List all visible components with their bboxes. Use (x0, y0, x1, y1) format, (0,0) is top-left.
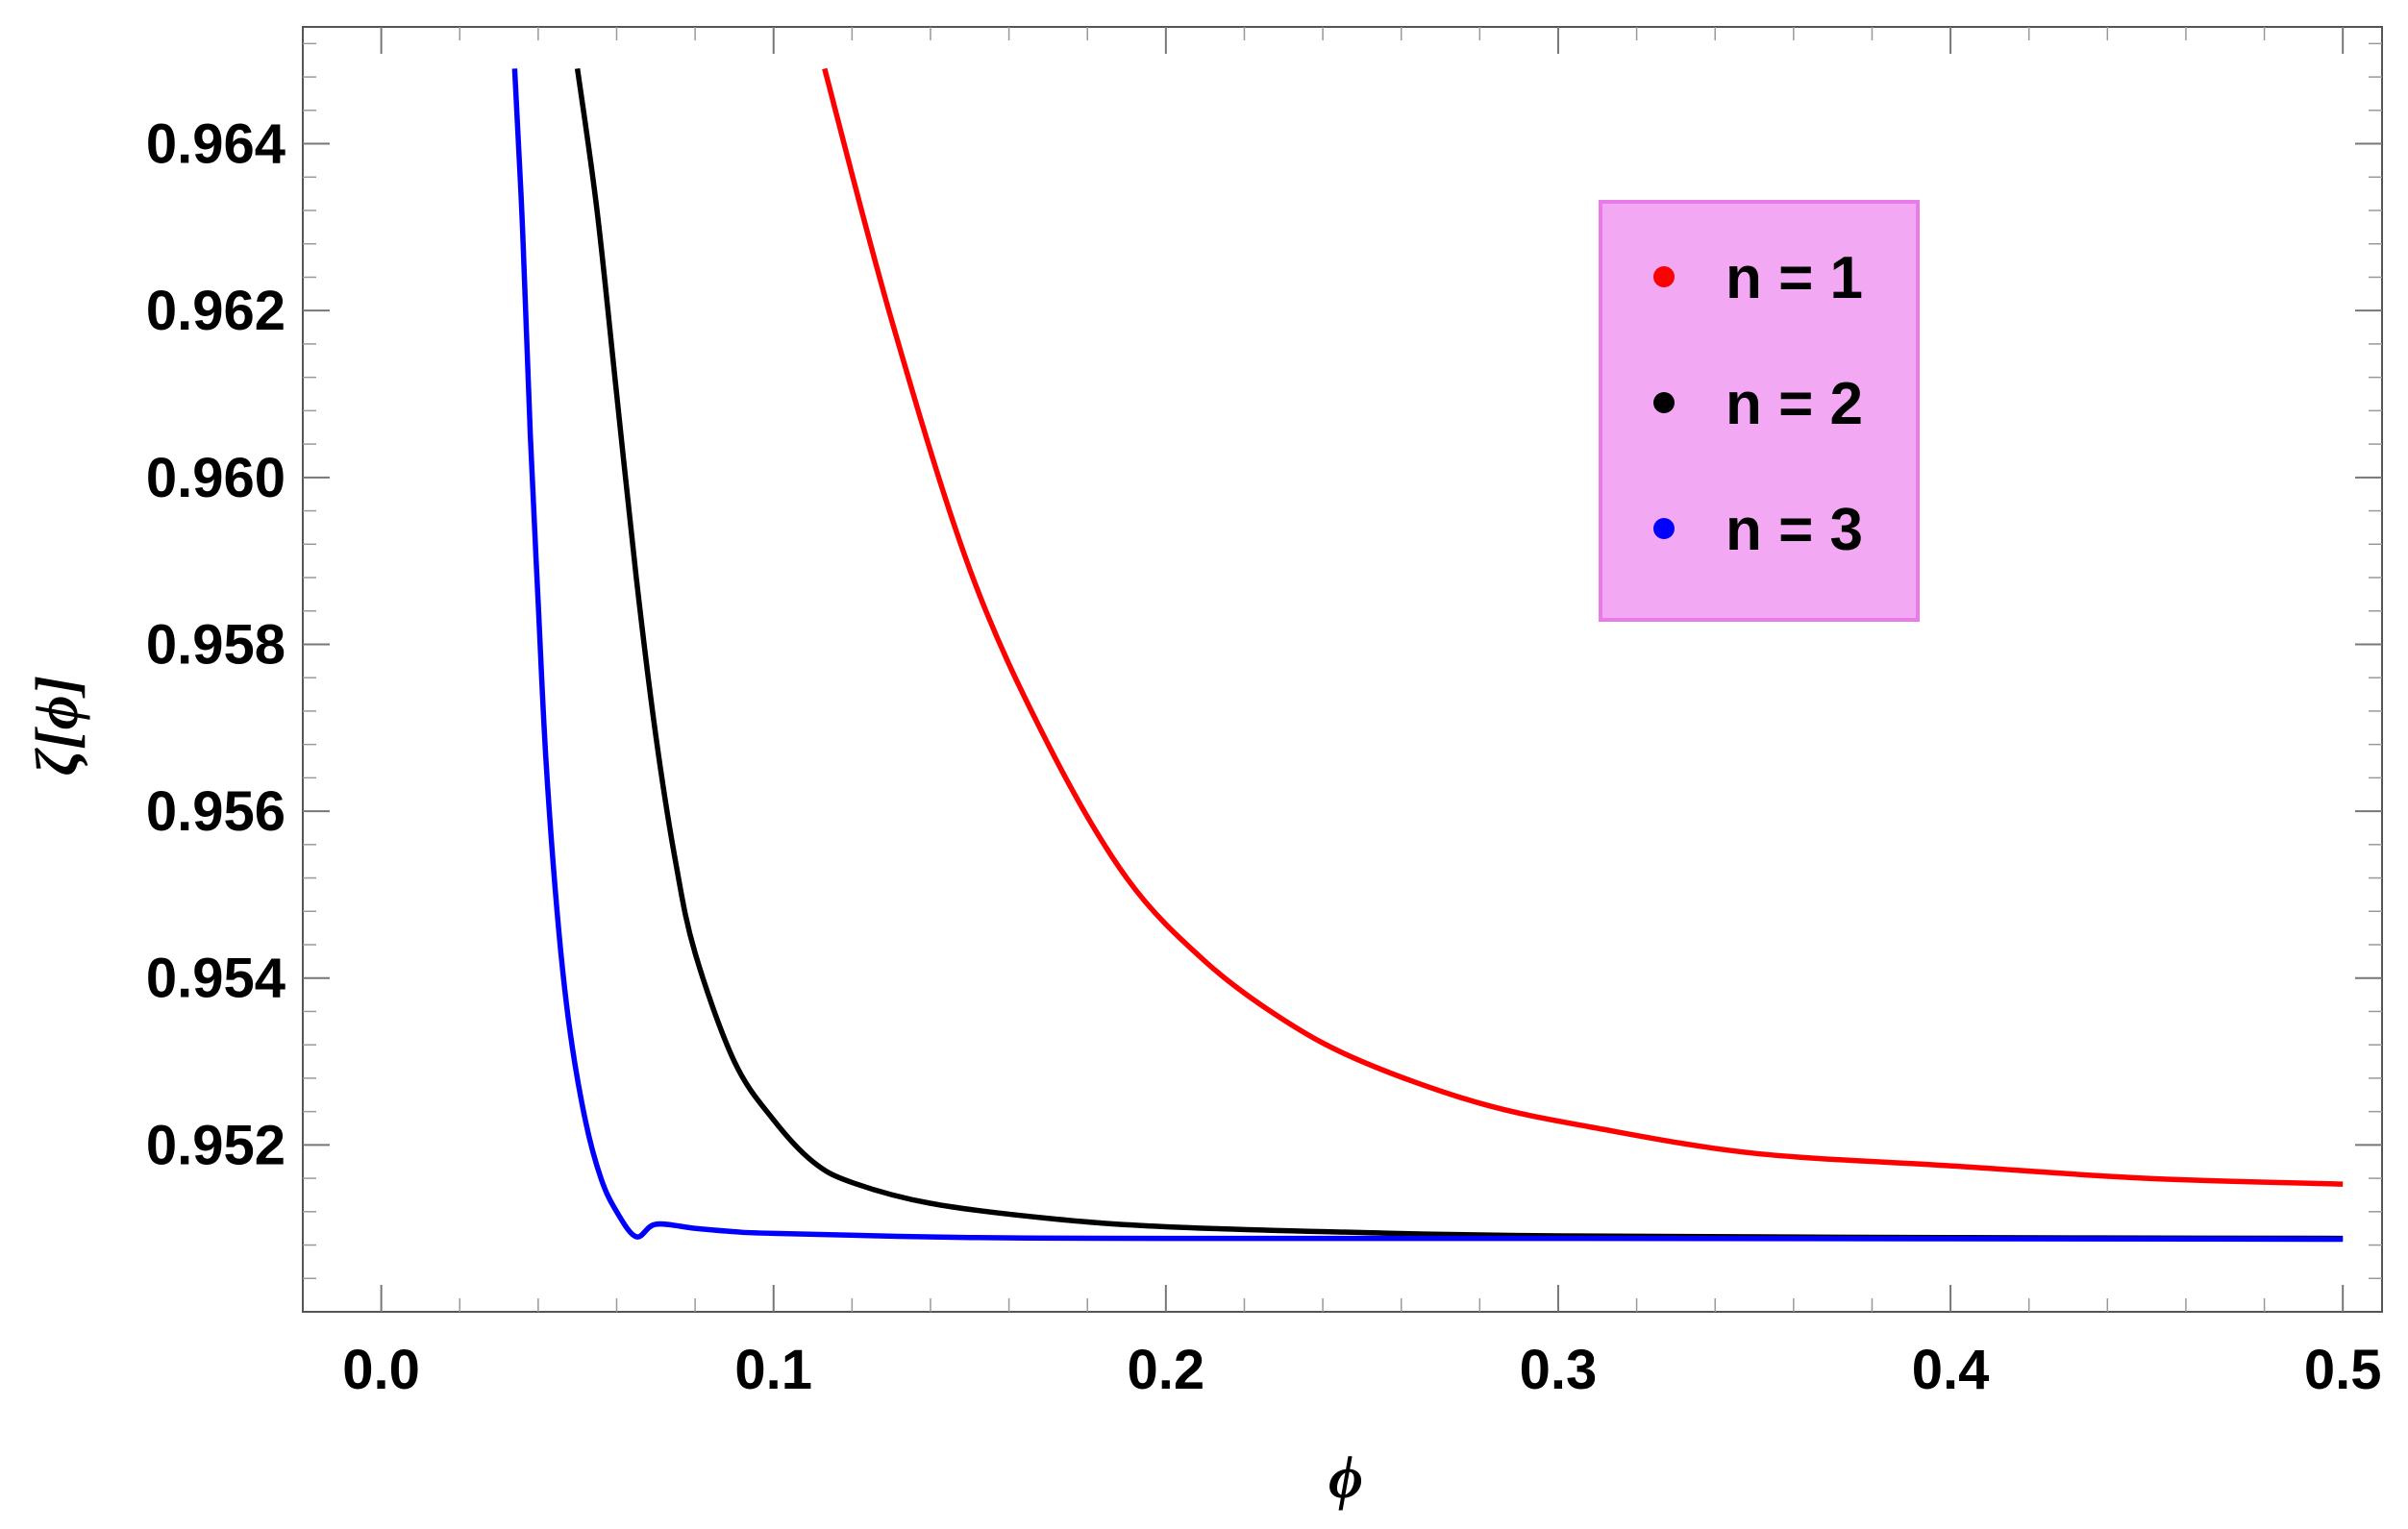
ticks-layer (303, 27, 2382, 1312)
tick-labels-layer: 0.0 0.1 0.2 0.3 0.4 0.5 0.952 0.954 0.956 0.958 0.… (146, 113, 2382, 1401)
y-tick-label: 0.954 (146, 948, 285, 1010)
legend-marker-n3 (1653, 518, 1675, 539)
plot-frame (302, 26, 2383, 1313)
y-tick-label: 0.960 (146, 447, 285, 509)
legend-marker-n2 (1653, 392, 1675, 413)
legend-marker-n1 (1653, 266, 1675, 287)
legend-label-n2: n = 2 (1725, 371, 1863, 437)
legend-label-n1: n = 1 (1725, 245, 1863, 311)
legend: n = 1 n = 2 n = 3 (1599, 200, 1920, 622)
series-line-n2 (574, 68, 2344, 1242)
y-tick-label: 0.964 (146, 113, 285, 176)
legend-box (1599, 200, 1920, 622)
series-layer (511, 67, 2344, 1243)
y-tick-label: 0.956 (146, 780, 285, 843)
x-tick-label: 0.2 (1128, 1339, 1205, 1401)
x-tick-label: 0.5 (2304, 1339, 2382, 1401)
legend-label-n3: n = 3 (1725, 497, 1863, 563)
x-tick-label: 0.1 (734, 1339, 812, 1401)
plot-frame-layer (302, 26, 2383, 1313)
series-line-n3 (511, 68, 2344, 1243)
y-tick-label: 0.952 (146, 1114, 285, 1176)
y-tick-label: 0.962 (146, 280, 285, 342)
x-tick-label: 0.0 (342, 1339, 420, 1401)
x-tick-label: 0.4 (1912, 1339, 1990, 1401)
y-tick-label: 0.958 (146, 613, 285, 676)
series-line-n1 (822, 67, 2344, 1187)
y-axis-label: ζ[ϕ] (25, 676, 90, 777)
x-tick-label: 0.3 (1520, 1339, 1598, 1401)
x-axis-label: ϕ (1328, 1445, 1363, 1511)
